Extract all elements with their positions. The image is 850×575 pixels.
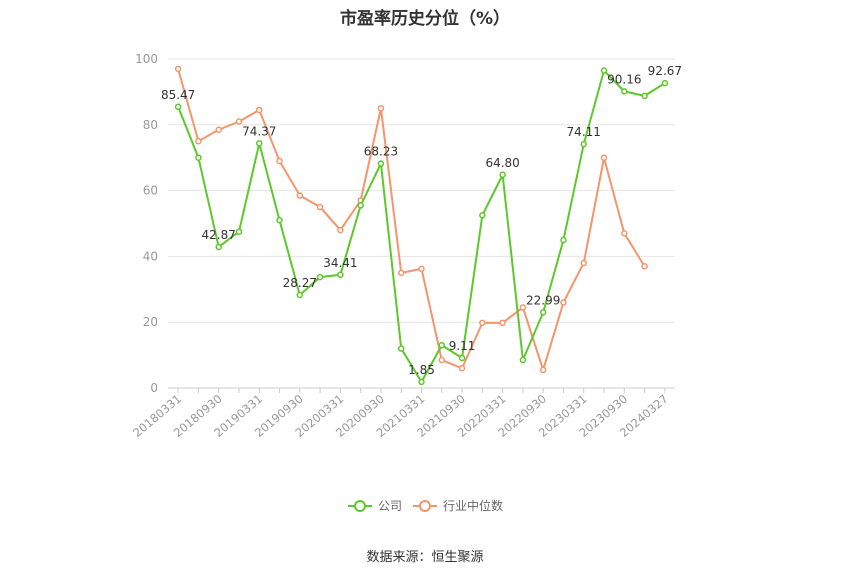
y-tick-label: 60: [143, 184, 158, 198]
data-point-company: [539, 309, 547, 316]
data-label: 28.27: [283, 276, 317, 290]
grid-lines: [168, 58, 675, 323]
data-point-company: [600, 67, 608, 74]
data-point-industry: [377, 105, 385, 112]
data-point-industry: [580, 259, 587, 267]
data-label: 90.16: [607, 72, 641, 86]
legend-item-company[interactable]: 公司: [348, 499, 402, 513]
y-tick-label: 80: [143, 118, 158, 132]
series-line-industry: [177, 68, 646, 371]
data-point-industry: [397, 269, 405, 277]
legend[interactable]: 公司 行业中位数: [348, 498, 503, 513]
data-point-industry: [539, 366, 547, 374]
data-point-company: [276, 216, 283, 224]
data-point-industry: [215, 126, 222, 133]
data-point-industry: [641, 263, 648, 270]
x-axis: 2018033120180930201903312019093020200331…: [130, 387, 675, 440]
data-point-company: [174, 103, 182, 111]
data-point-industry: [235, 118, 243, 125]
series-layer: [174, 65, 669, 386]
data-point-company: [580, 140, 587, 148]
legend-industry-marker: [419, 500, 431, 512]
data-point-industry: [479, 319, 486, 327]
data-point-industry: [600, 154, 608, 161]
data-label: 22.99: [526, 293, 560, 307]
data-label: 9.11: [449, 339, 476, 353]
data-point-company: [661, 79, 669, 87]
legend-company-marker: [354, 500, 366, 512]
data-point-company: [418, 378, 425, 386]
data-point-industry: [560, 299, 567, 306]
data-point-industry: [256, 106, 263, 114]
data-labels: 85.47 42.87 74.37 28.27 34.41 68.23 1.85 9.11 64…: [161, 64, 682, 377]
data-point-company: [195, 154, 202, 161]
data-point-company: [215, 243, 222, 251]
data-point-company: [499, 171, 506, 179]
series-line-company: [177, 69, 666, 383]
y-tick-label: 100: [135, 52, 158, 66]
y-tick-label: 20: [143, 315, 158, 329]
data-label: 74.37: [242, 124, 276, 138]
data-point-company: [296, 291, 304, 299]
legend-company-label: 公司: [378, 499, 402, 513]
y-tick-label: 0: [150, 381, 158, 395]
data-point-company: [560, 236, 567, 244]
data-point-company: [479, 212, 486, 219]
data-point-industry: [438, 356, 446, 364]
data-point-industry: [276, 157, 283, 165]
data-label: 34.41: [323, 256, 357, 270]
data-point-industry: [296, 192, 304, 199]
data-point-industry: [519, 304, 527, 311]
data-source: 数据来源：恒生聚源: [366, 550, 484, 565]
data-point-company: [235, 228, 243, 235]
data-point-company: [397, 345, 405, 352]
data-point-company: [256, 140, 263, 147]
data-label: 92.67: [648, 64, 682, 78]
data-point-company: [337, 271, 344, 279]
data-label: 68.23: [364, 145, 398, 159]
data-point-company: [519, 356, 527, 364]
data-label: 64.80: [485, 156, 519, 170]
y-tick-label: 40: [143, 249, 158, 263]
data-point-industry: [195, 138, 202, 145]
data-label: 85.47: [161, 88, 195, 102]
data-point-company: [641, 92, 648, 100]
data-point-industry: [418, 265, 425, 273]
data-point-industry: [316, 203, 324, 211]
data-point-company: [621, 88, 628, 95]
data-point-company: [458, 354, 466, 362]
chart-title: 市盈率历史分位（%）: [339, 9, 511, 29]
data-point-industry: [458, 365, 466, 372]
data-point-company: [357, 202, 364, 209]
data-point-industry: [499, 319, 506, 327]
legend-industry-label: 行业中位数: [443, 498, 503, 513]
data-label: 1.85: [408, 363, 435, 377]
y-axis: 0 20 40 60 80 100: [135, 52, 158, 395]
data-point-company: [438, 341, 446, 349]
data-point-industry: [621, 230, 628, 237]
legend-item-industry[interactable]: 行业中位数: [413, 498, 503, 513]
data-point-company: [377, 160, 385, 167]
data-point-industry: [174, 65, 182, 73]
data-label: 42.87: [202, 228, 236, 242]
data-point-company: [316, 273, 324, 281]
data-point-industry: [337, 226, 344, 234]
data-label: 74.11: [567, 125, 601, 139]
